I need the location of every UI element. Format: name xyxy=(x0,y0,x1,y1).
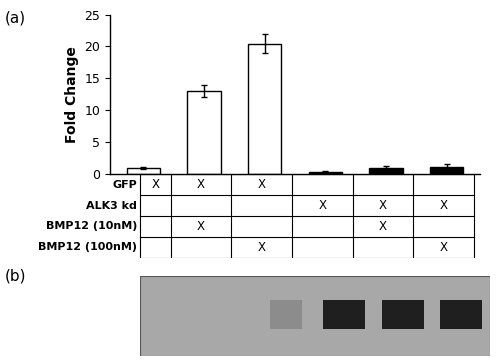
Text: GFP: GFP xyxy=(112,180,138,190)
Text: X: X xyxy=(318,199,326,212)
Text: BMP12 (10nM): BMP12 (10nM) xyxy=(46,221,138,232)
Bar xyxy=(188,91,220,174)
Bar xyxy=(430,167,464,174)
Bar xyxy=(440,300,482,329)
Text: X: X xyxy=(152,178,160,191)
Bar xyxy=(323,300,365,329)
Bar xyxy=(126,168,160,174)
Text: (b): (b) xyxy=(5,269,26,284)
Bar xyxy=(270,300,302,329)
Bar xyxy=(382,300,424,329)
Text: X: X xyxy=(258,241,266,254)
Text: ALK3 kd: ALK3 kd xyxy=(86,200,138,211)
Text: X: X xyxy=(197,220,205,233)
Text: X: X xyxy=(379,199,387,212)
Y-axis label: Fold Change: Fold Change xyxy=(65,46,79,143)
Text: X: X xyxy=(440,241,448,254)
Bar xyxy=(248,44,282,174)
Text: BMP12 (100nM): BMP12 (100nM) xyxy=(38,242,138,252)
Text: X: X xyxy=(197,178,205,191)
Bar xyxy=(308,172,342,174)
Bar xyxy=(370,168,402,174)
Text: X: X xyxy=(379,220,387,233)
Text: X: X xyxy=(258,178,266,191)
Text: X: X xyxy=(440,199,448,212)
Text: (a): (a) xyxy=(5,11,26,26)
